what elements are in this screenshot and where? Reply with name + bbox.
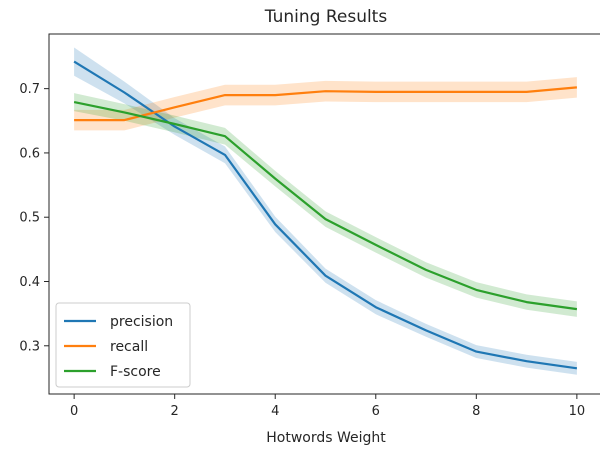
x-tick-label: 8: [472, 404, 480, 419]
x-tick-label: 10: [569, 404, 586, 419]
legend-items: precision recall F-score: [64, 314, 173, 380]
legend: precision recall F-score: [55, 302, 191, 388]
y-tick-label: 0.4: [19, 275, 40, 290]
x-axis-ticks: 0 2 4 6 8 10: [70, 394, 585, 419]
legend-box: [55, 302, 191, 388]
line-f-score: [73, 101, 578, 311]
confidence-bands: [74, 47, 577, 375]
plot-frame: [48, 33, 600, 395]
x-tick-label: 4: [271, 404, 279, 419]
y-tick-label: 0.7: [19, 82, 40, 97]
legend-label-f-score: F-score: [110, 364, 161, 380]
y-tick-label: 0.6: [19, 146, 40, 161]
x-tick-label: 2: [171, 404, 179, 419]
y-tick-label: 0.3: [19, 339, 40, 354]
series-lines: [73, 60, 578, 370]
band-recall: [74, 77, 577, 131]
x-tick-label: 6: [372, 404, 380, 419]
line-recall: [74, 86, 577, 122]
x-tick-label: 0: [70, 404, 78, 419]
band-f-score: [74, 93, 577, 317]
y-axis-ticks: 0.3 0.4 0.5 0.6 0.7: [19, 82, 49, 354]
y-tick-label: 0.5: [19, 211, 40, 226]
legend-label-recall: recall: [110, 339, 148, 355]
x-axis-label: Hotwords Weight: [266, 430, 386, 446]
chart-title: Tuning Results: [264, 7, 388, 27]
line-precision: [73, 60, 578, 370]
legend-label-precision: precision: [110, 314, 173, 330]
